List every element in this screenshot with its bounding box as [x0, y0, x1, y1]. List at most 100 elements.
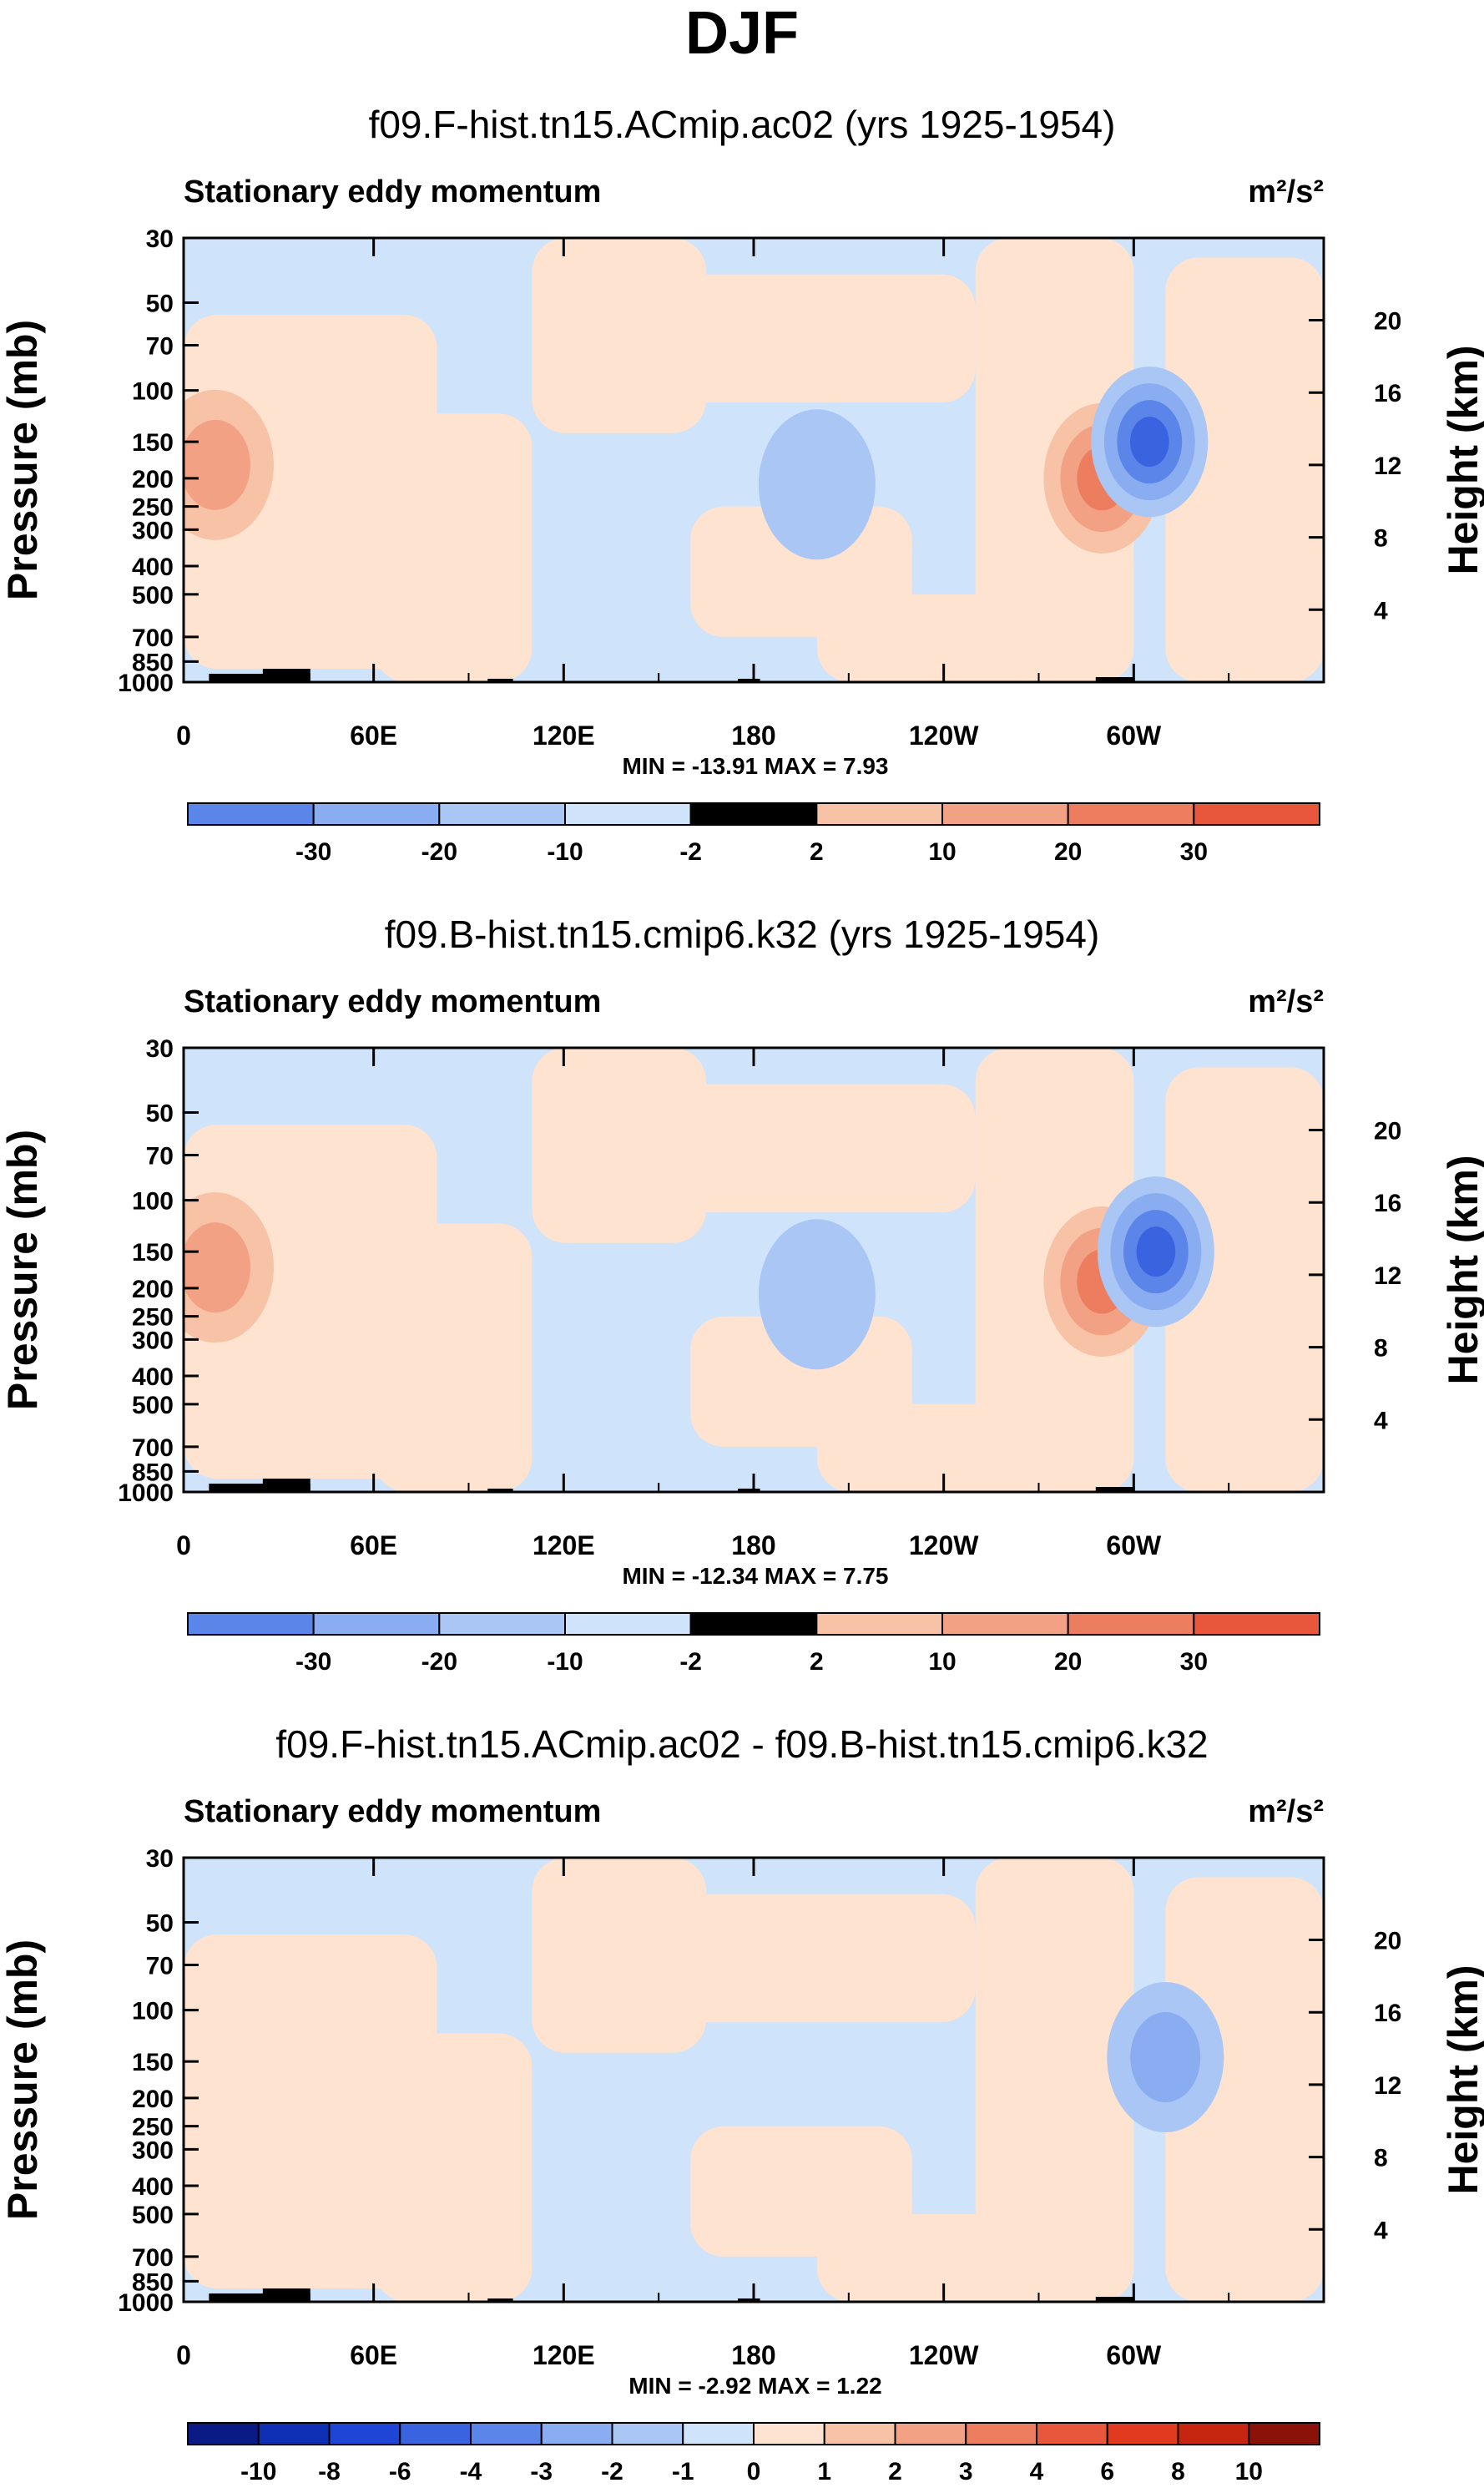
contour-neg-feature-3-level-1 — [758, 1219, 876, 1370]
x-tick-label: 0 — [176, 1530, 191, 1560]
y-tick-label: 300 — [132, 517, 174, 544]
colorbar-box — [564, 802, 692, 826]
positive-region — [1165, 1877, 1324, 2302]
topography — [487, 679, 513, 682]
y-axis-label: Pressure (mb) — [0, 1939, 46, 2220]
colorbar-box — [689, 1612, 818, 1636]
x-tick-label: 60E — [350, 1530, 397, 1560]
colorbar-label: -2 — [679, 1648, 702, 1676]
y-tick-label: 200 — [132, 2086, 174, 2113]
y-right-tick-label: 4 — [1374, 2217, 1388, 2244]
y-right-axis-label: Height (km) — [1440, 1965, 1484, 2195]
min-max-stats: MIN = -12.34 MAX = 7.75 — [622, 1563, 888, 1589]
y-tick-label: 500 — [132, 1392, 174, 1419]
y-right-tick-label: 12 — [1374, 2072, 1401, 2100]
positive-region — [975, 1858, 1134, 2302]
colorbar-label: -8 — [318, 2458, 341, 2484]
colorbar-label: 2 — [888, 2458, 902, 2484]
y-right-tick-label: 4 — [1374, 1407, 1388, 1434]
y-right-tick-label: 20 — [1374, 308, 1401, 336]
positive-region — [690, 2126, 912, 2257]
contour-neg-feature-2-level-4 — [1129, 417, 1169, 468]
colorbar-label: -6 — [389, 2458, 411, 2484]
chart-title: f09.F-hist.tn15.ACmip.ac02 (yrs 1925-195… — [369, 103, 1116, 146]
colorbar-box — [1248, 2422, 1320, 2445]
y-right-tick-label: 16 — [1374, 1190, 1401, 1217]
y-tick-label: 500 — [132, 2202, 174, 2229]
chart-panel-3: f09.F-hist.tn15.ACmip.ac02 - f09.B-hist.… — [0, 1703, 1484, 2488]
plot-field — [184, 238, 1324, 682]
y-tick-label: 150 — [132, 2049, 174, 2076]
topography — [487, 1489, 513, 1492]
y-tick-label: 1000 — [118, 2289, 174, 2317]
y-tick-label: 70 — [146, 333, 174, 361]
contour-pos-feature-0-level-2 — [184, 1222, 250, 1313]
y-tick-label: 50 — [146, 1100, 174, 1128]
y-tick-label: 400 — [132, 2173, 174, 2201]
min-max-stats: MIN = -2.92 MAX = 1.22 — [628, 2373, 881, 2399]
y-tick-label: 700 — [132, 2244, 174, 2272]
colorbar-box — [399, 2422, 472, 2445]
colorbar-box — [815, 1612, 943, 1636]
positive-region — [373, 1223, 533, 1492]
contour-neg-feature-2-level-4 — [1136, 1226, 1176, 1277]
colorbar-label: -20 — [421, 838, 457, 866]
topography — [1095, 1487, 1134, 1492]
colorbar-box — [1106, 2422, 1179, 2445]
colorbar-label: 20 — [1054, 838, 1082, 866]
colorbar-label: -1 — [672, 2458, 694, 2484]
colorbar-box — [438, 802, 566, 826]
colorbar-label: 4 — [1030, 2458, 1044, 2484]
min-max-stats: MIN = -13.91 MAX = 7.93 — [622, 753, 888, 779]
colorbar-label: -10 — [547, 838, 583, 866]
topography — [209, 674, 310, 682]
y-tick-label: 400 — [132, 1363, 174, 1391]
y-right-tick-label: 20 — [1374, 1928, 1401, 1955]
y-tick-label: 300 — [132, 2137, 174, 2164]
x-tick-label: 180 — [731, 721, 775, 751]
colorbar-label: 10 — [1235, 2458, 1263, 2484]
plot-field — [184, 1858, 1324, 2302]
topography — [1095, 2297, 1134, 2302]
chart-panel-2: f09.B-hist.tn15.cmip6.k32 (yrs 1925-1954… — [0, 893, 1484, 1678]
chart-panel-1: f09.F-hist.tn15.ACmip.ac02 (yrs 1925-195… — [0, 83, 1484, 868]
topography — [209, 2293, 310, 2302]
colorbar-label: -30 — [295, 1648, 331, 1676]
colorbar-box — [1067, 1612, 1195, 1636]
contour-neg-feature-0-level-2 — [1130, 2012, 1201, 2103]
colorbar-label: 8 — [1171, 2458, 1185, 2484]
colorbar-label: 20 — [1054, 1648, 1082, 1676]
positive-region — [373, 2033, 533, 2302]
positive-region — [659, 1894, 976, 2023]
x-tick-label: 180 — [731, 2340, 775, 2370]
colorbar-label: -4 — [460, 2458, 482, 2484]
colorbar-box — [941, 1612, 1069, 1636]
x-tick-label: 60W — [1106, 721, 1162, 751]
y-tick-label: 30 — [146, 1035, 174, 1063]
y-right-tick-label: 16 — [1374, 380, 1401, 407]
y-tick-label: 30 — [146, 225, 174, 253]
x-tick-label: 180 — [731, 1530, 775, 1560]
y-axis-label: Pressure (mb) — [0, 320, 46, 600]
chart-title: f09.F-hist.tn15.ACmip.ac02 - f09.B-hist.… — [275, 1722, 1208, 1766]
colorbar-box — [564, 1612, 692, 1636]
topography — [262, 669, 310, 682]
y-right-tick-label: 8 — [1374, 525, 1388, 553]
y-tick-label: 150 — [132, 1239, 174, 1267]
x-tick-label: 60W — [1106, 1530, 1162, 1560]
colorbar-box — [187, 2422, 260, 2445]
colorbar-label: 1 — [817, 2458, 831, 2484]
colorbar-box — [941, 802, 1069, 826]
chart-1-svg: f09.F-hist.tn15.ACmip.ac02 (yrs 1925-195… — [0, 103, 1484, 866]
chart-3-svg: f09.F-hist.tn15.ACmip.ac02 - f09.B-hist.… — [0, 1722, 1484, 2485]
topography — [738, 679, 760, 682]
x-tick-label: 0 — [176, 721, 191, 751]
y-right-tick-label: 16 — [1374, 2000, 1401, 2027]
positive-region — [1165, 257, 1324, 682]
x-tick-label: 0 — [176, 2340, 191, 2370]
x-tick-label: 60E — [350, 2340, 397, 2370]
colorbar-box — [894, 2422, 967, 2445]
x-tick-label: 120E — [533, 1530, 595, 1560]
units-label: m²/s² — [1248, 1794, 1324, 1829]
y-right-axis-label: Height (km) — [1440, 1156, 1484, 1385]
